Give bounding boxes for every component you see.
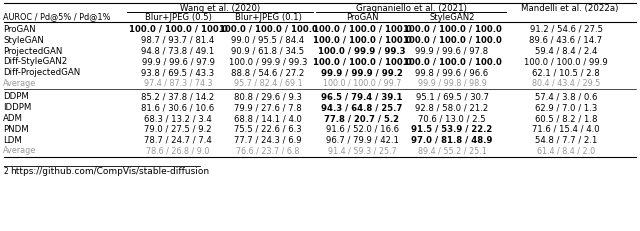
Text: 100.0 / 100.0 / 99.9: 100.0 / 100.0 / 99.9 — [524, 57, 608, 66]
Text: ProjectedGAN: ProjectedGAN — [3, 47, 62, 56]
Text: LDM: LDM — [3, 136, 22, 145]
Text: 78.6 / 26.8 / 9.0: 78.6 / 26.8 / 9.0 — [147, 146, 210, 155]
Text: 80.4 / 43.4 / 29.5: 80.4 / 43.4 / 29.5 — [532, 79, 600, 88]
Text: 99.9 / 99.9 / 99.2: 99.9 / 99.9 / 99.2 — [321, 68, 403, 77]
Text: 81.6 / 30.6 / 10.6: 81.6 / 30.6 / 10.6 — [141, 103, 214, 112]
Text: 94.8 / 73.8 / 49.1: 94.8 / 73.8 / 49.1 — [141, 47, 214, 56]
Text: Mandelli et al. (2022a): Mandelli et al. (2022a) — [522, 4, 619, 13]
Text: 99.9 / 99.6 / 97.8: 99.9 / 99.6 / 97.8 — [415, 47, 488, 56]
Text: 91.5 / 53.9 / 22.2: 91.5 / 53.9 / 22.2 — [412, 125, 493, 134]
Text: 100.0 / 100.0 / 100.0: 100.0 / 100.0 / 100.0 — [129, 25, 227, 34]
Text: 70.6 / 13.0 / 2.5: 70.6 / 13.0 / 2.5 — [418, 114, 486, 123]
Text: 99.9 / 99.6 / 97.9: 99.9 / 99.6 / 97.9 — [141, 57, 214, 66]
Text: 100.0 / 100.0 / 100.0: 100.0 / 100.0 / 100.0 — [219, 25, 317, 34]
Text: ADM: ADM — [3, 114, 23, 123]
Text: 95.7 / 82.4 / 69.1: 95.7 / 82.4 / 69.1 — [234, 79, 302, 88]
Text: 61.4 / 8.4 / 2.0: 61.4 / 8.4 / 2.0 — [537, 146, 595, 155]
Text: 99.8 / 99.6 / 96.6: 99.8 / 99.6 / 96.6 — [415, 68, 488, 77]
Text: Diff-ProjectedGAN: Diff-ProjectedGAN — [3, 68, 80, 77]
Text: 94.3 / 64.8 / 25.7: 94.3 / 64.8 / 25.7 — [321, 103, 403, 112]
Text: 100.0 / 100.0 / 100.0: 100.0 / 100.0 / 100.0 — [403, 25, 501, 34]
Text: 100.0 / 100.0 / 100.0: 100.0 / 100.0 / 100.0 — [403, 36, 501, 45]
Text: 85.2 / 37.8 / 14.2: 85.2 / 37.8 / 14.2 — [141, 92, 214, 101]
Text: 60.5 / 8.2 / 1.8: 60.5 / 8.2 / 1.8 — [535, 114, 597, 123]
Text: 57.4 / 3.8 / 0.6: 57.4 / 3.8 / 0.6 — [535, 92, 597, 101]
Text: 92.8 / 58.0 / 21.2: 92.8 / 58.0 / 21.2 — [415, 103, 488, 112]
Text: ProGAN: ProGAN — [346, 12, 378, 21]
Text: https://github.com/CompVis/stable-diffusion: https://github.com/CompVis/stable-diffus… — [10, 167, 209, 176]
Text: PNDM: PNDM — [3, 125, 29, 134]
Text: 100.0 / 100.0 / 100.0: 100.0 / 100.0 / 100.0 — [403, 57, 501, 66]
Text: 98.7 / 93.7 / 81.4: 98.7 / 93.7 / 81.4 — [141, 36, 214, 45]
Text: Wang et al. (2020): Wang et al. (2020) — [180, 4, 260, 13]
Text: 62.1 / 10.5 / 2.8: 62.1 / 10.5 / 2.8 — [532, 68, 600, 77]
Text: 96.7 / 79.9 / 42.1: 96.7 / 79.9 / 42.1 — [326, 136, 399, 145]
Text: 77.7 / 24.3 / 6.9: 77.7 / 24.3 / 6.9 — [234, 136, 302, 145]
Text: 91.4 / 59.3 / 25.7: 91.4 / 59.3 / 25.7 — [328, 146, 396, 155]
Text: 91.2 / 54.6 / 27.5: 91.2 / 54.6 / 27.5 — [529, 25, 602, 34]
Text: 93.8 / 69.5 / 43.3: 93.8 / 69.5 / 43.3 — [141, 68, 214, 77]
Text: AUROC / Pd@5% / Pd@1%: AUROC / Pd@5% / Pd@1% — [3, 12, 111, 21]
Text: 99.9 / 99.8 / 98.9: 99.9 / 99.8 / 98.9 — [417, 79, 486, 88]
Text: 62.9 / 7.0 / 1.3: 62.9 / 7.0 / 1.3 — [535, 103, 597, 112]
Text: 54.8 / 7.7 / 2.1: 54.8 / 7.7 / 2.1 — [535, 136, 597, 145]
Text: 100.0 / 100.0 / 100.0: 100.0 / 100.0 / 100.0 — [312, 25, 412, 34]
Text: 89.4 / 55.2 / 25.1: 89.4 / 55.2 / 25.1 — [418, 146, 486, 155]
Text: StyleGAN: StyleGAN — [3, 36, 44, 45]
Text: 100.0 / 100.0 / 100.0: 100.0 / 100.0 / 100.0 — [312, 36, 412, 45]
Text: 95.1 / 69.5 / 30.7: 95.1 / 69.5 / 30.7 — [415, 92, 488, 101]
Text: 91.6 / 52.0 / 16.6: 91.6 / 52.0 / 16.6 — [326, 125, 399, 134]
Text: 79.9 / 27.6 / 7.8: 79.9 / 27.6 / 7.8 — [234, 103, 302, 112]
Text: IDDPM: IDDPM — [3, 103, 31, 112]
Text: 75.5 / 22.6 / 6.3: 75.5 / 22.6 / 6.3 — [234, 125, 302, 134]
Text: 89.6 / 43.6 / 14.7: 89.6 / 43.6 / 14.7 — [529, 36, 603, 45]
Text: 2: 2 — [4, 167, 9, 176]
Text: 100.0 / 99.9 / 99.3: 100.0 / 99.9 / 99.3 — [229, 57, 307, 66]
Text: Diff-StyleGAN2: Diff-StyleGAN2 — [3, 57, 67, 66]
Text: 100.0 / 100.0 / 100.0: 100.0 / 100.0 / 100.0 — [312, 57, 412, 66]
Text: 71.6 / 15.4 / 4.0: 71.6 / 15.4 / 4.0 — [532, 125, 600, 134]
Text: Average: Average — [3, 79, 36, 88]
Text: 80.8 / 29.6 / 9.3: 80.8 / 29.6 / 9.3 — [234, 92, 302, 101]
Text: 68.3 / 13.2 / 3.4: 68.3 / 13.2 / 3.4 — [144, 114, 212, 123]
Text: 78.7 / 24.7 / 7.4: 78.7 / 24.7 / 7.4 — [144, 136, 212, 145]
Text: 97.4 / 87.3 / 74.3: 97.4 / 87.3 / 74.3 — [144, 79, 212, 88]
Text: Blur+JPEG (0.5): Blur+JPEG (0.5) — [145, 12, 211, 21]
Text: 99.0 / 95.5 / 84.4: 99.0 / 95.5 / 84.4 — [232, 36, 305, 45]
Text: Average: Average — [3, 146, 36, 155]
Text: 88.8 / 54.6 / 27.2: 88.8 / 54.6 / 27.2 — [231, 68, 305, 77]
Text: 68.8 / 14.1 / 4.0: 68.8 / 14.1 / 4.0 — [234, 114, 302, 123]
Text: 96.5 / 79.4 / 39.1: 96.5 / 79.4 / 39.1 — [321, 92, 403, 101]
Text: 90.9 / 61.8 / 34.5: 90.9 / 61.8 / 34.5 — [232, 47, 305, 56]
Text: StyleGAN2: StyleGAN2 — [429, 12, 475, 21]
Text: 100.0 / 100.0 / 99.7: 100.0 / 100.0 / 99.7 — [323, 79, 401, 88]
Text: ProGAN: ProGAN — [3, 25, 36, 34]
Text: 77.8 / 20.7 / 5.2: 77.8 / 20.7 / 5.2 — [324, 114, 399, 123]
Text: 59.4 / 8.4 / 2.4: 59.4 / 8.4 / 2.4 — [535, 47, 597, 56]
Text: 79.0 / 27.5 / 9.2: 79.0 / 27.5 / 9.2 — [144, 125, 212, 134]
Text: 76.6 / 23.7 / 6.8: 76.6 / 23.7 / 6.8 — [236, 146, 300, 155]
Text: 100.0 / 99.9 / 99.3: 100.0 / 99.9 / 99.3 — [318, 47, 406, 56]
Text: Gragnaniello et al. (2021): Gragnaniello et al. (2021) — [356, 4, 467, 13]
Text: 97.0 / 81.8 / 48.9: 97.0 / 81.8 / 48.9 — [412, 136, 493, 145]
Text: DDPM: DDPM — [3, 92, 29, 101]
Text: Blur+JPEG (0.1): Blur+JPEG (0.1) — [235, 12, 301, 21]
